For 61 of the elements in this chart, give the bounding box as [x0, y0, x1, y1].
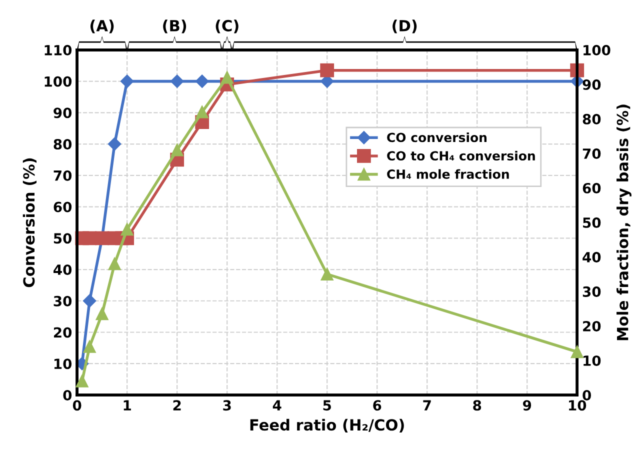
- x-axis-title: Feed ratio (H₂/CO): [250, 418, 404, 432]
- text: (C): [216, 20, 238, 34]
- y-tick-label: 80: [54, 139, 72, 150]
- y2-tick-label: 70: [582, 148, 601, 159]
- x-tick-label: 4: [272, 400, 282, 410]
- x-tick-label: 1: [124, 400, 131, 410]
- y-tick-label: 100: [44, 76, 72, 87]
- y-tick-label: 10: [54, 358, 72, 370]
- point: [96, 308, 108, 320]
- x-tick-label: 8: [473, 400, 482, 411]
- y2-tick-label: 10: [584, 355, 601, 366]
- x-tick-label: 9: [523, 400, 532, 411]
- point: [108, 137, 122, 151]
- y-axis-title: Conversion (%): [22, 158, 37, 288]
- point: [82, 231, 97, 246]
- point: [170, 74, 184, 88]
- y2-tick-label: 20: [583, 320, 601, 332]
- y2-tick-label: 40: [582, 252, 601, 262]
- y2-tick-label: 80: [582, 114, 601, 124]
- point: [120, 223, 134, 236]
- x-tick-label: 5: [323, 400, 331, 411]
- y-tick-label: 110: [44, 44, 72, 56]
- point: [320, 63, 334, 78]
- y-tick-label: 20: [54, 327, 72, 338]
- y2-tick-label: 0: [582, 390, 591, 400]
- point: [120, 74, 134, 88]
- x-tick-label: 0: [72, 400, 82, 411]
- point: [76, 374, 88, 388]
- x-tick-label: 3: [223, 400, 231, 411]
- y2-tick-label: 30: [582, 286, 601, 297]
- text: (D): [392, 20, 417, 34]
- point: [570, 346, 584, 358]
- legend-label: CO conversion: [387, 132, 487, 142]
- point: [83, 340, 96, 353]
- x-tick-label: 7: [423, 400, 431, 410]
- point: [82, 294, 96, 308]
- point: [196, 106, 208, 118]
- y-tick-label: 70: [54, 170, 72, 181]
- point: [320, 268, 334, 280]
- point: [196, 74, 209, 88]
- y-tick-label: 90: [54, 108, 72, 118]
- y-tick-label: 40: [54, 264, 72, 275]
- y-tick-label: 50: [54, 233, 72, 244]
- y2-tick-label: 50: [583, 217, 601, 228]
- y-tick-label: 60: [54, 202, 72, 212]
- y-tick-label: 0: [63, 390, 72, 400]
- x-tick-label: 6: [373, 400, 382, 411]
- point: [220, 71, 234, 84]
- legend-label: CH₄ mole fraction: [387, 169, 509, 179]
- point: [170, 144, 184, 156]
- y-tick-label: 30: [54, 296, 72, 306]
- x-tick-label: 10: [569, 400, 586, 411]
- y2-axis-title: Mole fraction, dry basis (%): [616, 104, 632, 340]
- x-tick-label: 2: [173, 400, 181, 410]
- text: (B): [163, 20, 186, 34]
- y2-tick-label: 100: [584, 44, 610, 56]
- legend-label: CO to CH₄ conversion: [387, 150, 535, 161]
- text: (A): [90, 20, 114, 34]
- y2-tick-label: 60: [582, 182, 601, 194]
- y2-tick-label: 90: [582, 79, 601, 90]
- point: [108, 258, 121, 270]
